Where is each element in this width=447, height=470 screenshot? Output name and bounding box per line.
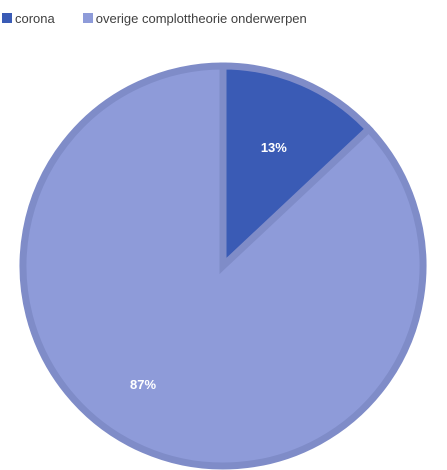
legend-label-corona: corona: [15, 10, 55, 26]
legend-item-corona: corona: [2, 11, 55, 26]
pie-slice-overige: [19, 62, 427, 470]
legend-item-overige: overige complottheorie onderwerpen: [82, 10, 307, 26]
pie-data-labels: 13% 87%: [130, 140, 287, 392]
legend-label-overige: overige complottheorie onderwerpen: [95, 10, 307, 26]
chart-legend: corona overige complottheorie onderwerpe…: [2, 8, 447, 28]
pie-slice-corona: [219, 62, 374, 275]
pie-slices: [19, 62, 427, 470]
legend-swatch-corona: [2, 13, 12, 23]
data-label-overige: 87%: [130, 377, 156, 392]
legend-swatch-overige: [82, 13, 93, 23]
data-label-corona: 13%: [261, 140, 287, 155]
